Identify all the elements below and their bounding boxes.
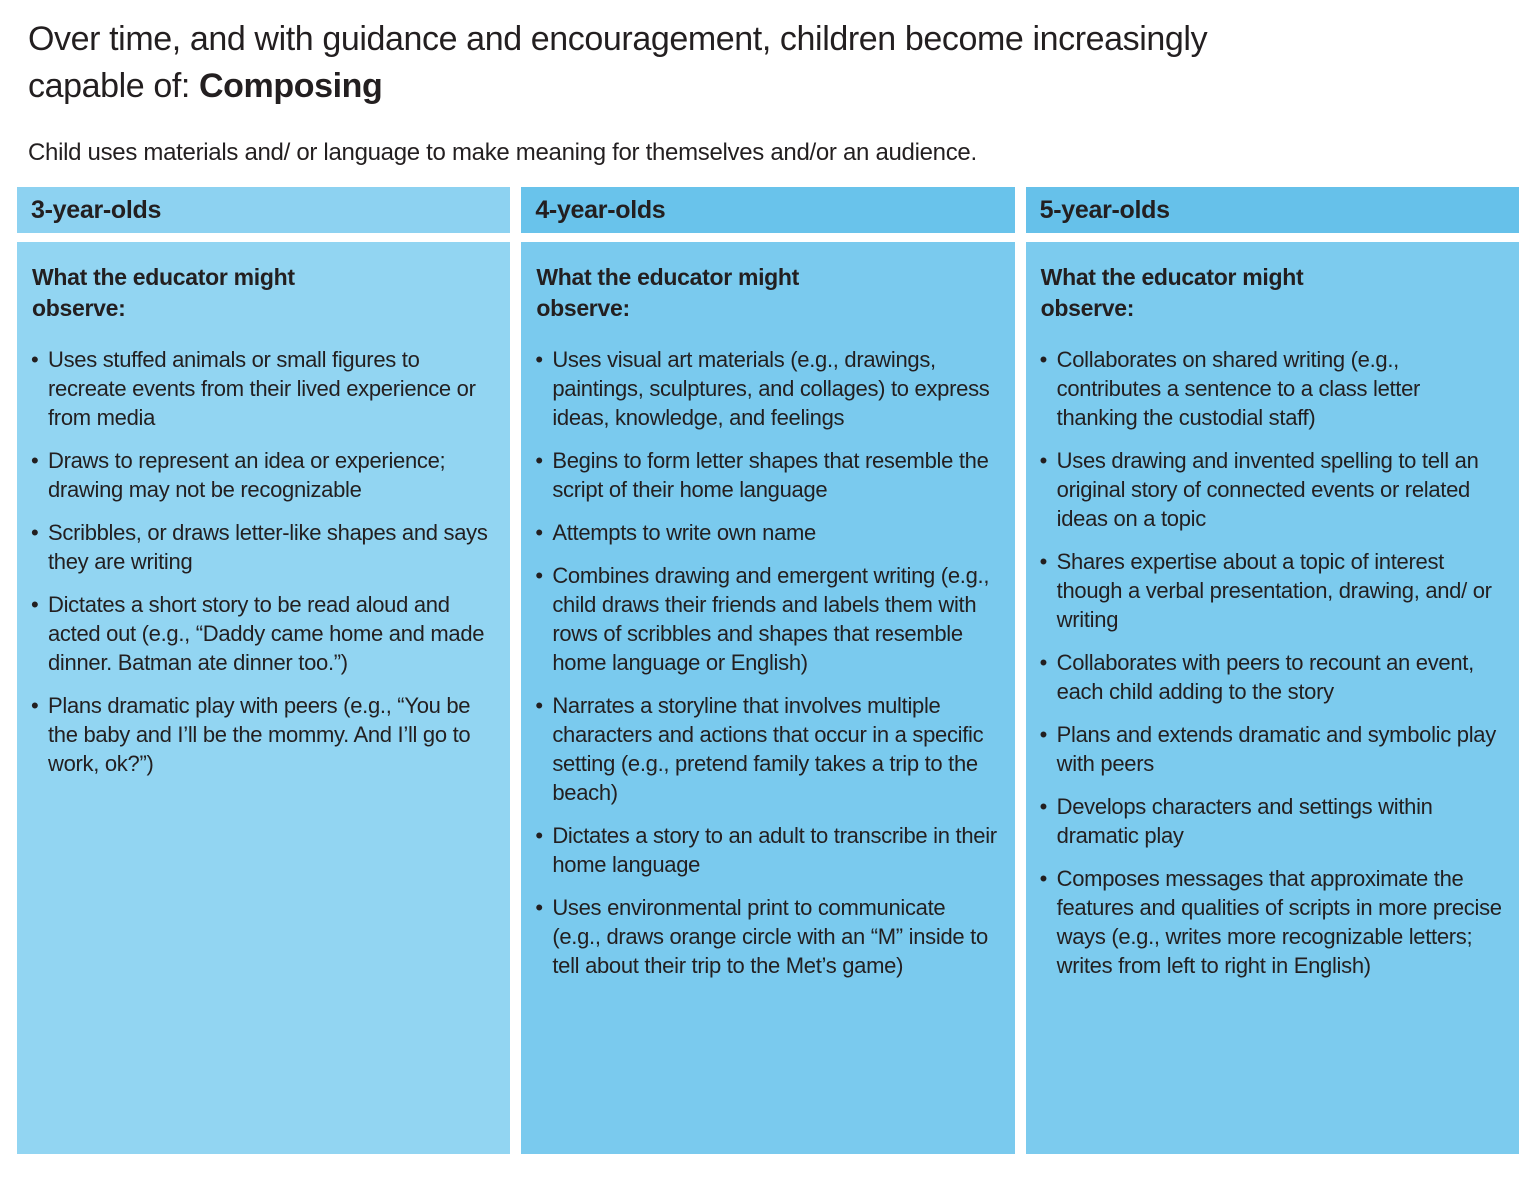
bullet-icon: • (31, 347, 39, 372)
list-item: • Shares expertise about a topic of inter… (1039, 547, 1503, 634)
bullet-icon: • (535, 520, 543, 545)
column-header: 5-year-olds (1025, 187, 1519, 233)
bullet-icon: • (535, 823, 543, 848)
document-page: Over time, and with guidance and encoura… (0, 16, 1536, 1185)
list-item-text: Dictates a story to an adult to transcri… (552, 823, 997, 877)
list-item-text: Scribbles, or draws letter-like shapes a… (48, 520, 488, 574)
list-item-text: Collaborates on shared writing (e.g., co… (1056, 347, 1421, 430)
bullet-icon: • (1039, 866, 1048, 891)
list-item: • Plans dramatic play with peers (e.g., “… (30, 691, 494, 778)
list-item: • Collaborates with peers to recount an e… (1039, 648, 1503, 706)
page-title: Over time, and with guidance and encoura… (28, 16, 1508, 110)
bullet-icon: • (31, 448, 39, 473)
observe-heading: What the educator might observe: (536, 264, 800, 321)
list-item: • Collaborates on shared writing (e.g., c… (1039, 345, 1503, 432)
list-item-text: Uses environmental print to communicate … (552, 895, 988, 978)
milestones-table: 3-year-olds 4-year-olds 5-year-olds What th… (17, 187, 1519, 1154)
list-item-text: Narrates a storyline that involves multi… (552, 693, 984, 805)
subtitle: Child uses materials and/ or language to… (28, 139, 977, 166)
bullet-icon: • (31, 592, 39, 617)
bullet-icon: • (1039, 794, 1048, 819)
list-item-text: Develops characters and settings within … (1056, 794, 1433, 848)
list-item-text: Combines drawing and emergent writing (e… (552, 563, 990, 675)
column-header: 3-year-olds (17, 187, 511, 233)
title-keyword: Composing (199, 67, 383, 105)
column-header: 4-year-olds (521, 187, 1015, 233)
bullet-icon: • (1039, 650, 1048, 675)
bullet-icon: • (535, 448, 543, 473)
list-item: • Scribbles, or draws letter-like shapes … (30, 518, 494, 576)
list-item-text: Uses stuffed animals or small figures to… (48, 347, 476, 430)
list-item: • Uses stuffed animals or small figures t… (30, 345, 494, 432)
bullet-icon: • (1039, 448, 1048, 473)
list-item-text: Plans dramatic play with peers (e.g., “Y… (48, 693, 471, 776)
column-body: What the educator might observe: • Uses st… (17, 242, 511, 1154)
bullet-icon: • (31, 520, 39, 545)
bullet-icon: • (535, 895, 543, 920)
list-item: • Narrates a storyline that involves mult… (534, 691, 998, 807)
bullet-icon: • (31, 693, 39, 718)
list-item: • Composes messages that approximate the … (1039, 864, 1503, 980)
bullet-icon: • (1039, 347, 1048, 372)
bullet-icon: • (1039, 549, 1048, 574)
list-item: • Develops characters and settings within… (1039, 792, 1503, 850)
list-item-text: Dictates a short story to be read aloud … (48, 592, 485, 675)
bullet-icon: • (535, 693, 543, 718)
observe-heading: What the educator might observe: (1040, 264, 1304, 321)
title-line-2: capable of: Composing (28, 63, 1508, 110)
list-item: • Dictates a story to an adult to transcr… (534, 821, 998, 879)
list-item-text: Attempts to write own name (552, 520, 816, 545)
list-item: • Draws to represent an idea or experienc… (30, 446, 494, 504)
list-item: • Uses drawing and invented spelling to t… (1039, 446, 1503, 533)
list-item: • Attempts to write own name (534, 518, 998, 547)
column-body: What the educator might observe: • Collabo… (1025, 242, 1519, 1154)
list-item-text: Collaborates with peers to recount an ev… (1056, 650, 1475, 704)
list-item-text: Uses visual art materials (e.g., drawing… (552, 347, 990, 430)
list-item: • Uses visual art materials (e.g., drawin… (534, 345, 998, 432)
list-item-text: Plans and extends dramatic and symbolic … (1056, 722, 1497, 776)
list-item: • Plans and extends dramatic and symbolic… (1039, 720, 1503, 778)
column-body: What the educator might observe: • Uses vi… (521, 242, 1015, 1154)
title-line-2-regular: capable of: (28, 67, 199, 105)
list-item-text: Shares expertise about a topic of intere… (1056, 549, 1492, 632)
title-line-1: Over time, and with guidance and encoura… (28, 20, 1208, 58)
bullet-icon: • (535, 563, 543, 588)
list-item: • Dictates a short story to be read aloud… (30, 590, 494, 677)
list-item: • Begins to form letter shapes that resem… (534, 446, 998, 504)
list-item-text: Draws to represent an idea or experience… (48, 448, 446, 502)
observe-heading: What the educator might observe: (32, 264, 295, 321)
bullet-icon: • (535, 347, 543, 372)
list-item-text: Composes messages that approximate the f… (1056, 866, 1502, 978)
list-item-text: Begins to form letter shapes that resemb… (552, 448, 989, 502)
list-item: • Uses environmental print to communicate… (534, 893, 998, 980)
list-item-text: Uses drawing and invented spelling to te… (1056, 448, 1479, 531)
list-item: • Combines drawing and emergent writing (… (534, 561, 998, 677)
bullet-icon: • (1039, 722, 1048, 747)
